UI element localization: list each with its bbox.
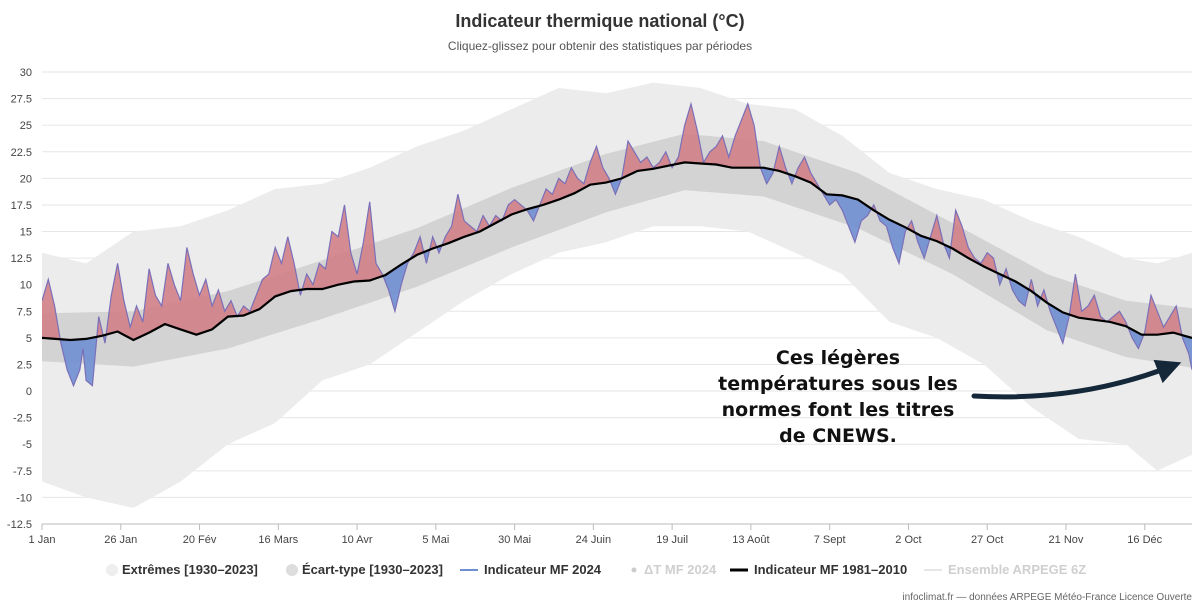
legend[interactable]: Extrêmes [1930–2023] Écart-type [1930–202…	[106, 562, 1086, 577]
x-tick-label: 5 Mai	[422, 534, 449, 546]
y-tick-label: 15	[20, 227, 32, 239]
plot-area[interactable]	[42, 82, 1192, 508]
indicateur-2024-line	[42, 101, 1192, 388]
x-tick-label: 7 Sept	[814, 534, 846, 546]
y-tick-label: -5	[22, 439, 32, 451]
legend-item[interactable]: Indicateur MF 2024	[460, 562, 602, 577]
legend-label: ΔT MF 2024	[644, 562, 717, 577]
legend-item[interactable]: Indicateur MF 1981–2010	[730, 562, 907, 577]
x-tick-label: 2 Oct	[895, 534, 921, 546]
extremes-band	[42, 82, 1192, 508]
y-tick-label: 10	[20, 280, 32, 292]
legend-label: Indicateur MF 2024	[484, 562, 602, 577]
y-tick-label: -12.5	[7, 519, 32, 531]
annotation-line-4: de CNEWS.	[779, 425, 897, 447]
legend-label: Écart-type [1930–2023]	[302, 562, 443, 577]
x-tick-label: 1 Jan	[29, 534, 56, 546]
annotation: Ces légères températures sous les normes…	[718, 347, 1182, 447]
y-tick-label: -7.5	[13, 466, 32, 478]
legend-label: Ensemble ARPEGE 6Z	[948, 562, 1086, 577]
legend-item[interactable]: ΔT MF 2024	[631, 562, 717, 577]
x-tick-label: 13 Août	[732, 534, 769, 546]
std-deviation-band	[42, 133, 1192, 368]
y-tick-label: 17.5	[11, 200, 32, 212]
x-tick-label: 27 Oct	[971, 534, 1003, 546]
legend-item[interactable]: Extrêmes [1930–2023]	[106, 562, 258, 577]
y-tick-label: 30	[20, 67, 32, 79]
x-tick-label: 24 Juin	[576, 534, 611, 546]
legend-symbol-icon	[106, 564, 118, 576]
credits-text: infoclimat.fr — données ARPEGE Météo-Fra…	[902, 592, 1192, 603]
chart-subtitle: Cliquez-glissez pour obtenir des statist…	[448, 39, 752, 53]
normal-1981-2010-line	[42, 161, 1192, 342]
y-axis-labels: 30 27.5 25 22.5 20 17.5 15 12.5 10 7.5 5 2.5 0 -2.5 -5…	[7, 67, 32, 531]
y-tick-label: 20	[20, 173, 32, 185]
chart-title: Indicateur thermique national (°C)	[455, 11, 744, 31]
x-tick-label: 16 Déc	[1127, 534, 1162, 546]
y-tick-label: -10	[16, 492, 32, 504]
legend-symbol-icon	[631, 567, 637, 573]
y-tick-label: 5	[26, 333, 32, 345]
annotation-line-1: Ces légères	[776, 347, 900, 369]
legend-label: Extrêmes [1930–2023]	[122, 562, 258, 577]
y-tick-label: -2.5	[13, 413, 32, 425]
legend-symbol-icon	[286, 564, 298, 576]
x-tick-label: 30 Mai	[498, 534, 531, 546]
x-tick-label: 19 Juil	[656, 534, 688, 546]
legend-item[interactable]: Écart-type [1930–2023]	[286, 562, 443, 577]
x-tick-label: 10 Avr	[342, 534, 373, 546]
x-tick-label: 20 Fév	[183, 534, 217, 546]
y-tick-label: 7.5	[17, 306, 32, 318]
x-tick-label: 26 Jan	[104, 534, 137, 546]
x-tick-label: 16 Mars	[258, 534, 298, 546]
y-tick-label: 25	[20, 120, 32, 132]
legend-item[interactable]: Ensemble ARPEGE 6Z	[924, 562, 1086, 577]
annotation-line-3: normes font les titres	[722, 399, 955, 421]
y-tick-label: 22.5	[11, 147, 32, 159]
legend-label: Indicateur MF 1981–2010	[754, 562, 907, 577]
annotation-arrow-icon	[971, 359, 1182, 400]
x-tick-label: 21 Nov	[1049, 534, 1084, 546]
above-normal-fill	[42, 103, 1182, 340]
annotation-line-2: températures sous les	[718, 373, 958, 395]
y-tick-label: 0	[26, 386, 32, 398]
y-tick-label: 12.5	[11, 253, 32, 265]
y-tick-label: 27.5	[11, 94, 32, 106]
x-axis-labels: 1 Jan 26 Jan 20 Fév 16 Mars 10 Avr 5 Mai 30 Ma…	[29, 524, 1163, 546]
y-tick-label: 2.5	[17, 359, 32, 371]
